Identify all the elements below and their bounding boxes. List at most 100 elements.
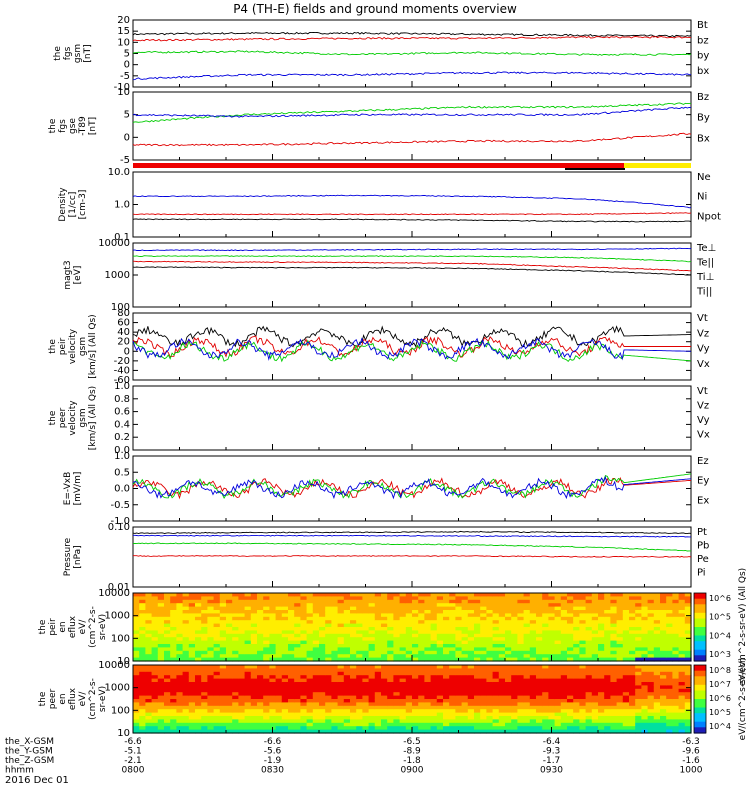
heatmap-cell <box>598 596 605 601</box>
heatmap-cell <box>312 702 320 707</box>
heatmap-cell <box>188 613 196 618</box>
heatmap-cell <box>337 650 345 655</box>
heatmap-cell <box>641 610 649 614</box>
heatmap-cell <box>585 692 593 697</box>
heatmap-cell <box>213 627 221 631</box>
heatmap-cell <box>238 719 246 724</box>
heatmap-cell <box>449 688 456 693</box>
heatmap-cell <box>244 606 252 611</box>
heatmap-cell <box>343 650 351 655</box>
heatmap-cell <box>244 712 252 717</box>
heatmap-cell <box>257 712 264 717</box>
heatmap-cell <box>660 623 667 628</box>
heatmap-cell <box>598 705 605 710</box>
heatmap-cell <box>381 702 388 707</box>
heatmap-cell <box>616 623 624 628</box>
heatmap-cell <box>195 671 202 676</box>
heatmap-cell <box>684 719 692 724</box>
colorbar-cell <box>694 730 706 734</box>
heatmap-cell <box>133 722 140 727</box>
ylabel-line: Pressure <box>63 537 73 576</box>
heatmap-cell <box>523 716 531 720</box>
heatmap-cell <box>319 719 326 724</box>
heatmap-cell <box>449 616 456 621</box>
heatmap-cell <box>331 705 339 710</box>
heatmap-cell <box>542 678 549 683</box>
heatmap-cell <box>281 637 289 642</box>
heatmap-cell <box>176 647 184 652</box>
heatmap-cell <box>195 613 202 618</box>
colorbar-cell <box>694 604 706 608</box>
heatmap-cell <box>554 685 562 690</box>
heatmap-cell <box>684 702 692 707</box>
heatmap-cell <box>232 603 239 608</box>
heatmap-cell <box>232 671 239 676</box>
heatmap-cell <box>436 610 444 614</box>
heatmap-cell <box>213 678 221 683</box>
heatmap-cell <box>362 620 370 625</box>
heatmap-cell <box>300 620 308 625</box>
heatmap-cell <box>281 682 289 686</box>
heatmap-cell <box>201 705 208 710</box>
heatmap-cell <box>170 675 177 680</box>
heatmap-cell <box>387 729 394 734</box>
heatmap-cell <box>381 603 388 608</box>
heatmap-cell <box>145 702 153 707</box>
heatmap-cell <box>164 593 171 597</box>
heatmap-cell <box>653 722 661 727</box>
heatmap-cell <box>412 712 419 717</box>
heatmap-cell <box>449 610 456 614</box>
heatmap-cell <box>647 647 655 652</box>
heatmap-cell <box>244 675 252 680</box>
heatmap-cell <box>319 682 326 686</box>
heatmap-cell <box>554 613 562 618</box>
heatmap-cell <box>511 616 518 621</box>
heatmap-cell <box>257 719 264 724</box>
heatmap-cell <box>232 657 239 662</box>
heatmap-cell <box>350 637 357 642</box>
heatmap-cell <box>443 675 450 680</box>
heatmap-cell <box>455 593 463 597</box>
heatmap-cell <box>678 682 686 686</box>
heatmap-cell <box>554 695 562 700</box>
heatmap-cell <box>288 665 295 669</box>
heatmap-cell <box>405 606 413 611</box>
heatmap-cell <box>139 685 146 690</box>
heatmap-cell <box>511 627 518 631</box>
heatmap-cell <box>560 712 568 717</box>
heatmap-cell <box>505 678 512 683</box>
heatmap-cell <box>157 702 165 707</box>
heatmap-cell <box>560 685 568 690</box>
heatmap-cell <box>591 726 599 731</box>
heatmap-cell <box>244 657 252 662</box>
heatmap-cell <box>213 654 221 659</box>
heatmap-cell <box>269 633 277 638</box>
heatmap-cell <box>505 650 512 655</box>
heatmap-cell <box>647 682 655 686</box>
ylabel-line: [1/cc] <box>68 192 78 218</box>
heatmap-cell <box>579 654 587 659</box>
heatmap-cell <box>170 678 177 683</box>
heatmap-cell <box>244 709 252 714</box>
heatmap-cell <box>517 610 525 614</box>
heatmap-cell <box>554 682 562 686</box>
heatmap-cell <box>573 616 580 621</box>
heatmap-cell <box>678 599 686 604</box>
heatmap-cell <box>579 627 587 631</box>
heatmap-cell <box>486 650 494 655</box>
heatmap-cell <box>170 705 177 710</box>
heatmap-cell <box>629 722 636 727</box>
heatmap-cell <box>207 688 215 693</box>
heatmap-cell <box>629 620 636 625</box>
heatmap-cell <box>275 644 283 648</box>
heatmap-cell <box>139 623 146 628</box>
heatmap-cell <box>139 671 146 676</box>
heatmap-cell <box>319 654 326 659</box>
heatmap-cell <box>176 616 184 621</box>
heatmap-cell <box>616 610 624 614</box>
heatmap-cell <box>281 685 289 690</box>
heatmap-cell <box>610 719 618 724</box>
series-line-Vx <box>132 337 692 361</box>
heatmap-cell <box>232 596 239 601</box>
heatmap-cell <box>151 705 159 710</box>
